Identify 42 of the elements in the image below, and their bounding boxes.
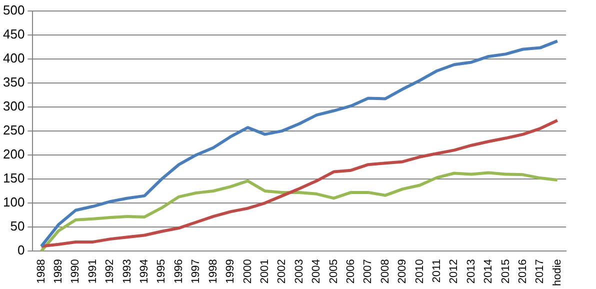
y-tick-label: 0 (17, 242, 25, 258)
y-tick-label: 150 (2, 170, 25, 186)
x-tick-label: 2005 (328, 259, 340, 284)
x-tick-label: 2008 (379, 259, 392, 284)
y-tick-label: 350 (2, 74, 25, 90)
x-tick-label: 1989 (52, 259, 65, 284)
x-tick-label: 2000 (242, 259, 254, 284)
x-tick-label: 1988 (35, 259, 48, 284)
x-tick-label: 1998 (207, 259, 220, 284)
x-tick-label: 2002 (276, 259, 288, 284)
y-tick-label: 200 (2, 146, 25, 162)
y-tick-label: 500 (2, 2, 25, 18)
y-tick-label: 50 (10, 218, 25, 234)
x-tick-label: hodie (551, 259, 564, 286)
x-tick-label: 2007 (362, 259, 374, 284)
x-tick-label: 2010 (414, 259, 426, 284)
x-tick-label: 1994 (138, 259, 151, 284)
x-tick-label: 2013 (465, 259, 478, 284)
x-tick-label: 1999 (224, 259, 237, 284)
x-tick-label: 2017 (534, 259, 546, 284)
x-tick-label: 2014 (482, 259, 495, 284)
x-tick-label: 2006 (344, 259, 357, 284)
x-tick-label: 2015 (500, 259, 512, 284)
x-tick-label: 1990 (70, 259, 82, 284)
x-tick-label: 1993 (121, 259, 134, 284)
x-tick-label: 2011 (431, 259, 444, 283)
y-tick-label: 300 (2, 98, 25, 114)
x-tick-label: 2016 (517, 259, 530, 284)
x-tick-label: 1996 (172, 259, 185, 284)
y-tick-label: 400 (2, 50, 25, 66)
x-tick-label: 1997 (190, 259, 202, 284)
x-tick-label: 2001 (258, 259, 271, 284)
x-tick-label: 1995 (156, 259, 168, 284)
y-tick-label: 100 (2, 194, 25, 210)
x-tick-label: 2003 (293, 259, 306, 284)
y-tick-label: 450 (2, 26, 25, 42)
x-tick-label: 2009 (396, 259, 409, 284)
y-tick-label: 250 (2, 122, 25, 138)
x-tick-label: 2004 (310, 259, 323, 284)
x-tick-label: 1992 (104, 259, 116, 284)
x-tick-label: 2012 (448, 259, 460, 284)
x-tick-label: 1991 (86, 259, 99, 284)
